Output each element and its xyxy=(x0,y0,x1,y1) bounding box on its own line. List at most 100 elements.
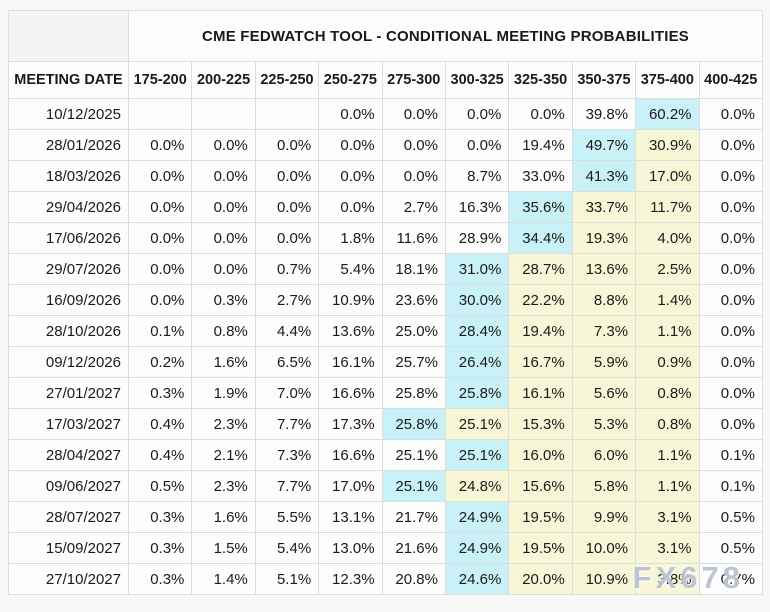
probability-cell: 0.8% xyxy=(635,377,700,409)
probability-cell: 0.0% xyxy=(254,129,320,161)
probability-cell: 18.1% xyxy=(381,253,446,285)
probability-cell: 2.3% xyxy=(191,470,256,502)
probability-cell: 0.0% xyxy=(191,253,256,285)
meeting-date-cell: 18/03/2026 xyxy=(8,160,129,192)
meeting-date-cell: 27/01/2027 xyxy=(8,377,129,409)
table-row: 09/06/2027 0.5% 2.3% 7.7% 17.0% 25.1% 24.8% 15.… xyxy=(8,470,764,502)
probability-cell: 0.1% xyxy=(127,315,193,347)
rate-range-column-header: 225-250 xyxy=(254,61,320,99)
probability-cell: 25.8% xyxy=(444,377,510,409)
probability-cell: 8.8% xyxy=(571,284,637,316)
probability-cell: 13.6% xyxy=(571,253,637,285)
probability-cell: 10.9% xyxy=(571,563,637,595)
probability-cell: 0.3% xyxy=(191,284,256,316)
probability-cell: 6.0% xyxy=(571,439,637,471)
probability-cell: 5.8% xyxy=(571,470,637,502)
probability-cell: 10.0% xyxy=(571,532,637,564)
probability-cell: 3.8% xyxy=(635,563,700,595)
probability-cell: 24.8% xyxy=(444,470,510,502)
probability-cell: 0.4% xyxy=(127,408,193,440)
rate-range-column-header: 250-275 xyxy=(318,61,383,99)
rate-range-column-header: 275-300 xyxy=(381,61,446,99)
meeting-date-cell: 15/09/2027 xyxy=(8,532,129,564)
probability-cell: 2.5% xyxy=(635,253,700,285)
probability-cell: 16.1% xyxy=(318,346,383,378)
probability-cell: 26.4% xyxy=(444,346,510,378)
rate-range-column-header: 175-200 xyxy=(127,61,193,99)
probability-cell: 19.5% xyxy=(508,501,573,533)
probability-cell: 0.0% xyxy=(698,191,764,223)
probability-cell: 16.6% xyxy=(318,439,383,471)
meeting-date-cell: 28/01/2026 xyxy=(8,129,129,161)
probability-cell: 60.2% xyxy=(635,98,700,130)
table-title: CME FEDWATCH TOOL - CONDITIONAL MEETING … xyxy=(128,10,763,62)
probability-cell: 7.7% xyxy=(254,470,320,502)
probability-cell: 0.1% xyxy=(698,470,764,502)
probability-cell: 10.9% xyxy=(318,284,383,316)
meeting-date-cell: 09/12/2026 xyxy=(8,346,129,378)
probability-cell: 0.0% xyxy=(127,160,193,192)
probability-cell: 1.6% xyxy=(191,501,256,533)
title-row: CME FEDWATCH TOOL - CONDITIONAL MEETING … xyxy=(8,10,763,62)
table-row: 17/06/2026 0.0% 0.0% 0.0% 1.8% 11.6% 28.9% 34.4… xyxy=(8,222,764,254)
probability-cell: 24.9% xyxy=(444,532,510,564)
probability-cell: 1.9% xyxy=(191,377,256,409)
probability-cell: 21.6% xyxy=(381,532,446,564)
probability-cell: 0.2% xyxy=(127,346,193,378)
meeting-date-column-header: MEETING DATE xyxy=(8,61,129,99)
probability-cell: 0.0% xyxy=(127,253,193,285)
probability-cell: 25.1% xyxy=(444,439,510,471)
probability-cell: 28.7% xyxy=(508,253,573,285)
probability-cell: 24.6% xyxy=(444,563,510,595)
probability-cell: 0.0% xyxy=(191,160,256,192)
probability-cell: 23.6% xyxy=(381,284,446,316)
probability-cell: 0.0% xyxy=(127,191,193,223)
probability-cell: 0.0% xyxy=(444,98,510,130)
table-row: 27/01/2027 0.3% 1.9% 7.0% 16.6% 25.8% 25.8% 16.… xyxy=(8,377,764,409)
probability-cell: 0.3% xyxy=(127,532,193,564)
table-row: 18/03/2026 0.0% 0.0% 0.0% 0.0% 0.0% 8.7% 33.0% 4… xyxy=(8,160,764,192)
probability-cell: 0.0% xyxy=(191,129,256,161)
probability-cell: 0.1% xyxy=(698,439,764,471)
probability-cell: 0.0% xyxy=(698,160,764,192)
probability-cell: 31.0% xyxy=(444,253,510,285)
probability-cell: 39.8% xyxy=(571,98,637,130)
probability-cell: 0.5% xyxy=(127,470,193,502)
table-row: 27/10/2027 0.3% 1.4% 5.1% 12.3% 20.8% 24.6% 20.… xyxy=(8,563,764,595)
probability-cell: 0.0% xyxy=(381,129,446,161)
probability-cell: 28.4% xyxy=(444,315,510,347)
probability-cell: 5.9% xyxy=(571,346,637,378)
probability-cell: 0.3% xyxy=(127,377,193,409)
probability-cell: 5.1% xyxy=(254,563,320,595)
probability-cell: 5.5% xyxy=(254,501,320,533)
probability-cell: 4.4% xyxy=(254,315,320,347)
fedwatch-probabilities-table: CME FEDWATCH TOOL - CONDITIONAL MEETING … xyxy=(8,10,764,595)
probability-cell: 0.0% xyxy=(318,129,383,161)
probability-cell: 49.7% xyxy=(571,129,637,161)
probability-cell: 0.0% xyxy=(698,315,764,347)
probability-cell: 0.0% xyxy=(254,222,320,254)
probability-cell: 0.7% xyxy=(254,253,320,285)
probability-cell: 0.5% xyxy=(698,501,764,533)
probability-cell: 0.0% xyxy=(698,129,764,161)
probability-cell: 0.0% xyxy=(381,160,446,192)
meeting-date-cell: 28/07/2027 xyxy=(8,501,129,533)
rate-range-column-header: 400-425 xyxy=(698,61,764,99)
probability-cell: 25.1% xyxy=(444,408,510,440)
table-row: 09/12/2026 0.2% 1.6% 6.5% 16.1% 25.7% 26.4% 16.… xyxy=(8,346,764,378)
probability-cell: 17.0% xyxy=(635,160,700,192)
probability-cell: 19.4% xyxy=(508,129,573,161)
probability-cell: 7.3% xyxy=(254,439,320,471)
rate-range-column-header: 325-350 xyxy=(508,61,573,99)
probability-cell: 2.1% xyxy=(191,439,256,471)
probability-cell: 19.5% xyxy=(508,532,573,564)
probability-cell: 1.4% xyxy=(635,284,700,316)
probability-cell: 20.0% xyxy=(508,563,573,595)
probability-cell: 0.0% xyxy=(698,408,764,440)
meeting-date-cell: 09/06/2027 xyxy=(8,470,129,502)
probability-cell: 13.0% xyxy=(318,532,383,564)
table-row: 15/09/2027 0.3% 1.5% 5.4% 13.0% 21.6% 24.9% 19.… xyxy=(8,532,764,564)
probability-cell: 11.6% xyxy=(381,222,446,254)
probability-cell: 6.5% xyxy=(254,346,320,378)
probability-cell: 1.1% xyxy=(635,439,700,471)
